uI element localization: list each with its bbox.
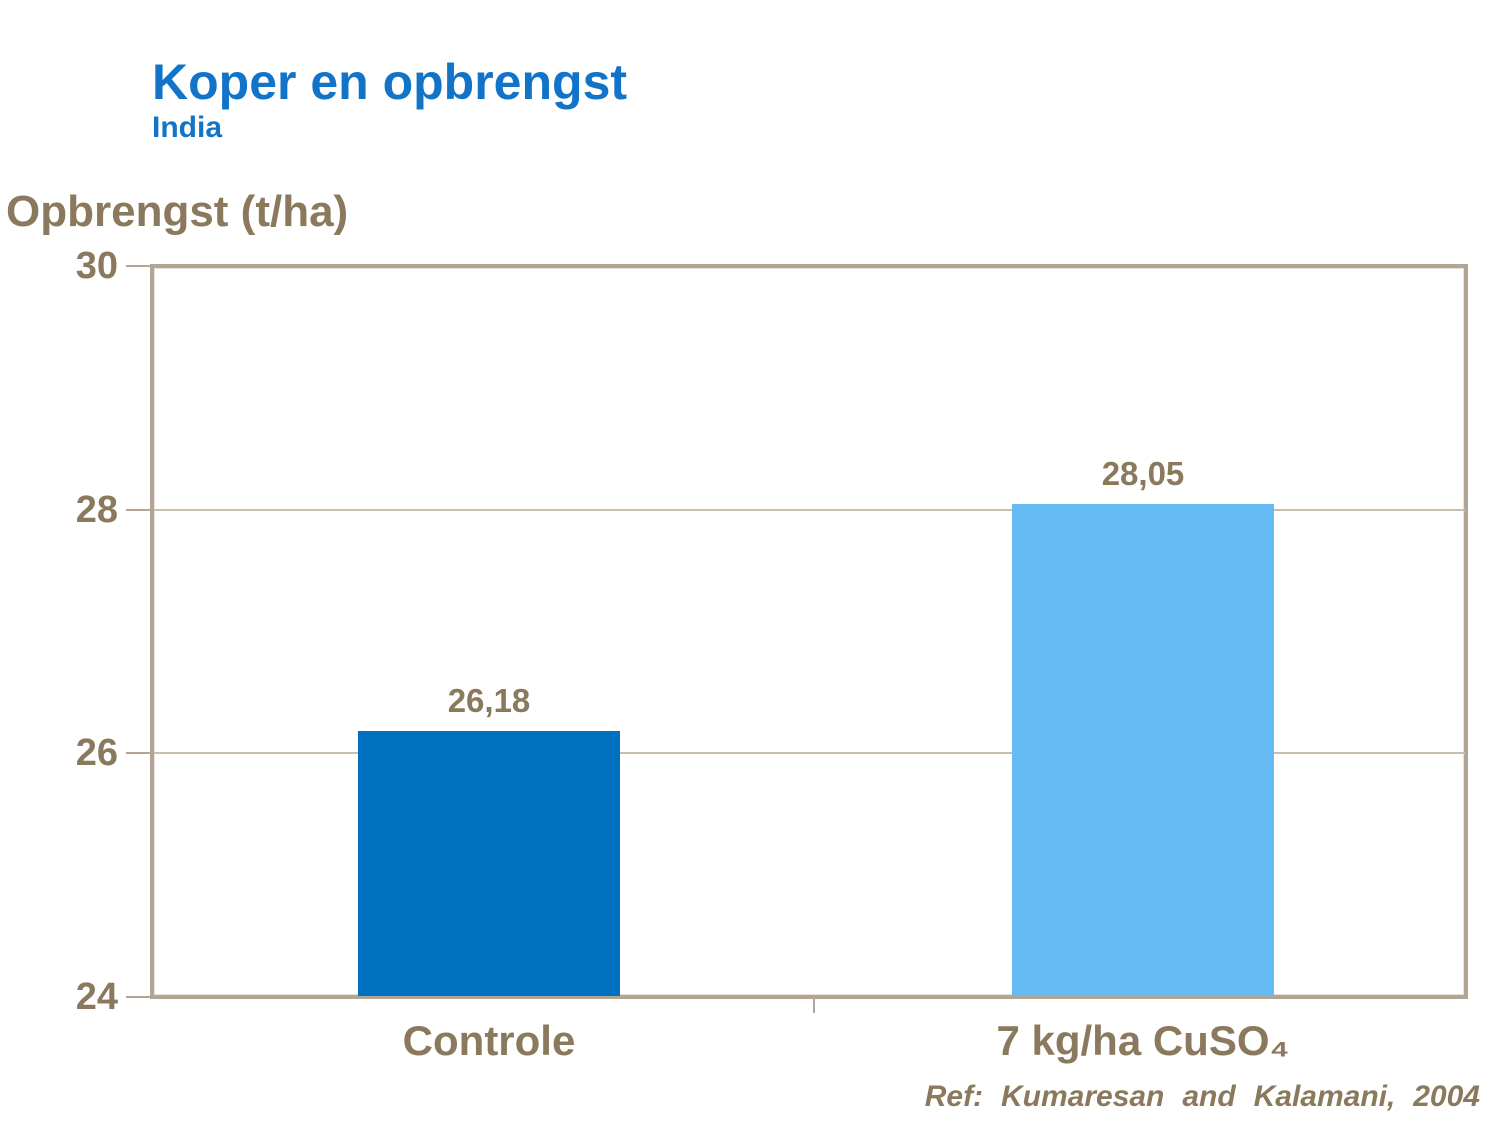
gridline-28	[154, 508, 1465, 511]
bar-value-label: 26,18	[447, 682, 531, 720]
plot-frame	[150, 264, 1468, 999]
y-tick-label: 28	[75, 488, 118, 531]
y-tick-mark	[126, 508, 150, 511]
bar-value-label: 28,05	[1101, 454, 1185, 492]
bar-controle	[358, 731, 620, 996]
y-tick-mark	[126, 996, 150, 998]
y-tick-mark	[126, 752, 150, 755]
chart-title: Koper en opbrengst	[152, 54, 628, 110]
y-tick-label: 24	[75, 976, 118, 1018]
x-category-label: Controle	[402, 1017, 576, 1064]
y-tick-mark	[126, 265, 150, 267]
y-tick-label: 30	[75, 245, 118, 287]
chart-subtitle: India	[152, 111, 223, 144]
y-axis-title: Opbrengst (t/ha)	[6, 187, 349, 236]
x-tick-mark	[813, 999, 815, 1013]
y-tick-label: 26	[75, 732, 118, 775]
reference-citation: Ref: Kumaresan and Kalamani, 2004	[924, 1080, 1480, 1113]
bar-cuso4	[1012, 503, 1274, 996]
gridline-26	[154, 752, 1465, 755]
x-category-label: 7 kg/ha CuSO₄	[996, 1017, 1290, 1064]
